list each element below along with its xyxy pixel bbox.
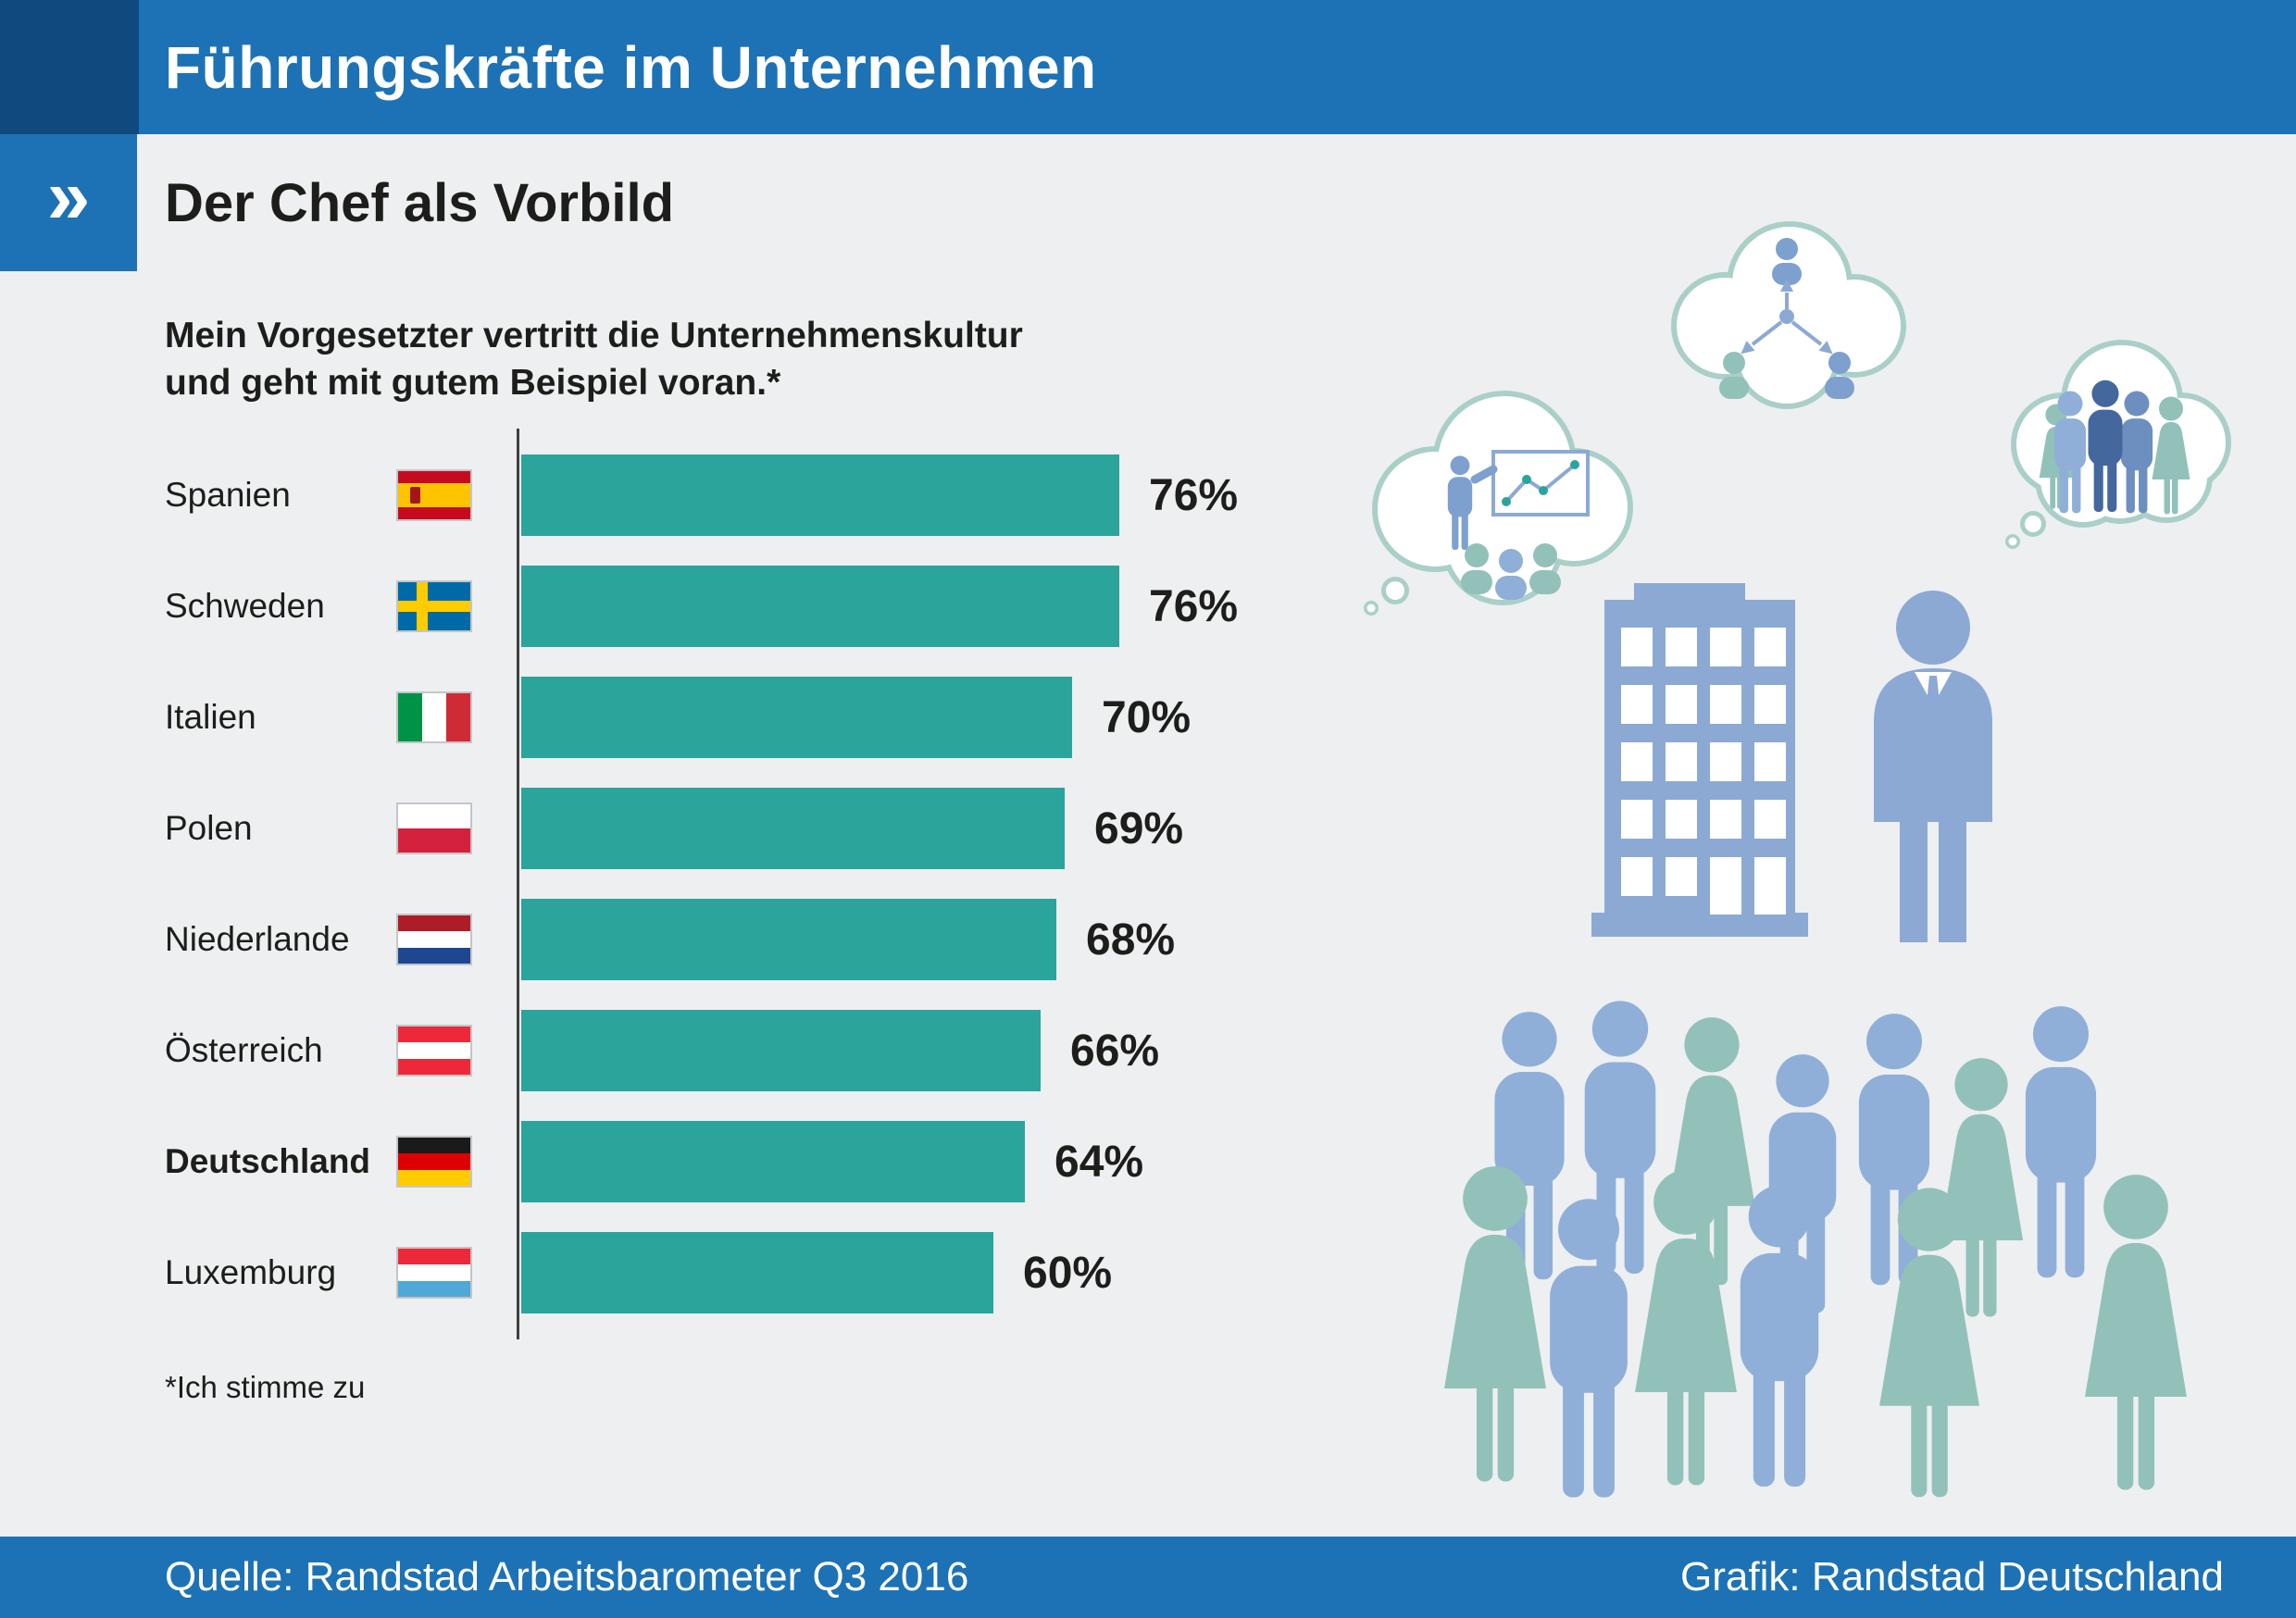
chart-row: Schweden 76% xyxy=(165,551,1387,662)
country-flag-icon xyxy=(396,914,472,965)
trend-line-icon xyxy=(1504,463,1577,504)
country-label: Schweden xyxy=(165,587,325,625)
audience-icons xyxy=(1461,543,1561,600)
bar xyxy=(521,566,1119,647)
building-door xyxy=(1710,857,1741,915)
delegation-diagram xyxy=(1719,238,1854,399)
country-label: Luxemburg xyxy=(165,1253,337,1291)
page-subtitle: Der Chef als Vorbild xyxy=(165,173,675,233)
country-flag-icon xyxy=(396,1247,472,1299)
header-band xyxy=(0,0,2296,134)
chart-row: Luxemburg 60% xyxy=(165,1217,1387,1328)
bar xyxy=(521,788,1065,869)
country-label: Niederlande xyxy=(165,920,350,958)
footer-band: Quelle: Randstad Arbeitsbarometer Q3 201… xyxy=(0,1537,2296,1618)
bar-value: 76% xyxy=(1149,470,1239,520)
bar xyxy=(521,899,1056,980)
team-icons xyxy=(2039,380,2190,515)
bar xyxy=(521,454,1119,536)
chart-row: Deutschland 64% xyxy=(165,1106,1387,1217)
header-corner-square xyxy=(0,0,139,134)
source-text: Quelle: Randstad Arbeitsbarometer Q3 201… xyxy=(165,1554,969,1599)
manager-tie xyxy=(1927,676,1940,718)
manager-leg xyxy=(1939,822,1966,942)
bar-value: 64% xyxy=(1054,1137,1144,1187)
country-label: Deutschland xyxy=(165,1142,371,1180)
bar xyxy=(521,1232,993,1313)
thought-cloud-delegation-illustration xyxy=(1671,221,1906,409)
country-flag-icon xyxy=(396,691,472,743)
chart-title: Mein Vorgesetzter vertritt die Unternehm… xyxy=(165,313,1023,406)
chart-row: Spanien 76% xyxy=(165,440,1387,551)
chart-footnote: *Ich stimme zu xyxy=(165,1370,366,1404)
bar xyxy=(521,1010,1041,1091)
chart-row: Polen 69% xyxy=(165,773,1387,884)
bar-chart: Spanien 76% Schweden 76% Italien xyxy=(165,429,1387,1339)
page-title: Führungskräfte im Unternehmen xyxy=(165,33,1097,101)
country-flag-icon xyxy=(396,1025,472,1077)
thought-cloud-presentation-illustration xyxy=(1364,391,1633,616)
chart-axis-line xyxy=(517,429,519,1339)
bar xyxy=(521,677,1072,758)
country-label: Polen xyxy=(165,809,253,847)
chevron-icon: » xyxy=(0,134,137,271)
employee-crowd-illustration xyxy=(1444,1001,2187,1498)
country-flag-icon xyxy=(396,1136,472,1188)
chart-row: Österreich 66% xyxy=(165,995,1387,1106)
chart-row: Italien 70% xyxy=(165,662,1387,773)
chart-title-line1: Mein Vorgesetzter vertritt die Unternehm… xyxy=(165,316,1023,355)
bar xyxy=(521,1121,1025,1202)
building-door xyxy=(1754,857,1786,915)
bar-value: 66% xyxy=(1070,1026,1160,1076)
chart-row: Niederlande 68% xyxy=(165,884,1387,995)
manager-figure-illustration xyxy=(1874,591,1992,942)
chart-title-line2: und geht mit gutem Beispiel voran.* xyxy=(165,362,781,403)
manager-torso xyxy=(1874,668,1992,822)
building-base xyxy=(1591,913,1808,937)
manager-leg xyxy=(1900,822,1928,942)
presenter-arm xyxy=(1470,465,1498,484)
manager-head xyxy=(1896,591,1970,665)
country-flag-icon xyxy=(396,580,472,632)
country-label: Österreich xyxy=(165,1031,323,1069)
building-windows xyxy=(1621,628,1786,915)
office-building-illustration xyxy=(1591,583,1808,937)
bar-value: 60% xyxy=(1023,1248,1113,1298)
bar-value: 69% xyxy=(1094,803,1184,853)
bar-value: 76% xyxy=(1149,581,1239,631)
credit-text: Grafik: Randstad Deutschland xyxy=(1680,1554,2224,1599)
thought-cloud-team-illustration xyxy=(2005,340,2231,549)
country-flag-icon xyxy=(396,803,472,854)
bar-value: 68% xyxy=(1086,915,1176,965)
chart-rows: Spanien 76% Schweden 76% Italien xyxy=(165,440,1387,1328)
country-flag-icon xyxy=(396,469,472,521)
bar-value: 70% xyxy=(1102,692,1192,742)
country-label: Spanien xyxy=(165,476,291,514)
country-label: Italien xyxy=(165,698,256,736)
